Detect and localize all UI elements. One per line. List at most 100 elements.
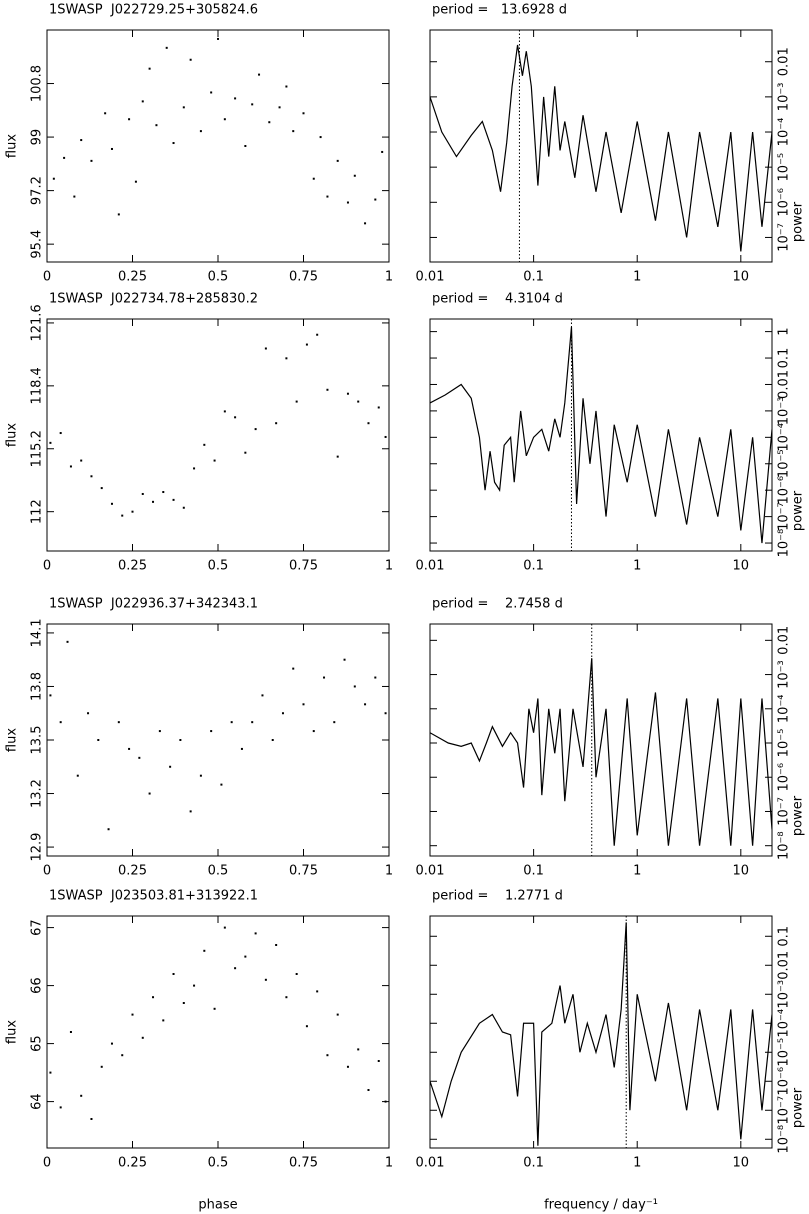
y-tick-label: 67 — [30, 919, 45, 936]
data-point — [244, 955, 247, 958]
data-point — [59, 721, 62, 724]
plot-area — [49, 640, 387, 831]
data-point — [131, 510, 134, 513]
data-point — [199, 130, 202, 133]
y-tick-label: 10⁻⁵ — [777, 449, 792, 478]
y-tick-label: 10⁻⁶ — [777, 1067, 792, 1096]
data-point — [223, 410, 226, 413]
x-tick-label: 0.75 — [289, 864, 318, 879]
data-point — [217, 37, 219, 40]
data-point — [148, 67, 151, 70]
y-tick-label: 65 — [30, 1035, 45, 1052]
data-point — [312, 177, 315, 180]
data-point — [234, 97, 237, 100]
data-point — [117, 213, 120, 216]
y-tick-label: 95.4 — [30, 230, 45, 259]
data-point — [52, 177, 55, 180]
data-point — [384, 1100, 387, 1103]
data-point — [357, 1048, 360, 1051]
y-tick-label: 100.8 — [30, 65, 45, 102]
periodogram-line — [430, 326, 772, 544]
y-tick-label: 0.1 — [777, 348, 792, 369]
y-tick-label: 10⁻⁴ — [777, 1009, 792, 1038]
data-point — [374, 676, 377, 679]
y-tick-label: 0.1 — [777, 926, 792, 947]
plot-area — [49, 333, 387, 517]
data-point — [305, 343, 308, 346]
x-tick-label: 1 — [633, 270, 641, 285]
x-tick-label: 0 — [43, 864, 51, 879]
y-tick-label: 64 — [30, 1093, 45, 1110]
y-tick-label: 10⁻⁷ — [777, 502, 792, 531]
data-point — [138, 756, 141, 759]
y-tick-label: 0.01 — [777, 951, 792, 980]
panel: 0.01 0.1 1 1010⁻⁸10⁻⁷10⁻⁶10⁻⁵10⁻⁴10⁻³0.010.… — [416, 318, 806, 574]
x-tick-label: 0.1 — [523, 864, 544, 879]
panel: 0 0.25 0.5 0.75 1 12.9 13.2 13.5 13.8 14.1 flux — [5, 618, 394, 878]
data-point — [59, 432, 62, 435]
data-point — [155, 124, 158, 127]
y-tick-label: 97.2 — [30, 176, 45, 205]
data-point — [234, 416, 237, 419]
y-tick-label: 10⁻³ — [777, 660, 792, 689]
data-point — [336, 1013, 339, 1016]
data-point — [107, 828, 110, 831]
y-tick-label: 99 — [30, 129, 45, 146]
data-point — [69, 465, 72, 468]
data-point — [285, 357, 288, 360]
data-point — [152, 996, 155, 999]
x-tick-label: 10 — [733, 270, 750, 285]
plot-frame — [46, 29, 390, 263]
data-point — [364, 222, 367, 225]
panel-title: period = 1.2771 d — [432, 889, 563, 904]
panel-title: 1SWASP J023503.81+313922.1 — [49, 889, 258, 904]
data-point — [100, 487, 103, 490]
data-point — [66, 640, 69, 643]
data-point — [193, 984, 196, 987]
data-point — [63, 156, 66, 159]
data-point — [336, 455, 339, 458]
data-point — [302, 703, 305, 706]
data-point — [210, 730, 213, 733]
data-point — [199, 774, 202, 777]
data-point — [141, 492, 144, 495]
data-point — [254, 932, 257, 935]
data-point — [90, 1118, 93, 1120]
x-tick-label: 0.01 — [416, 270, 445, 285]
y-tick-label: 0.01 — [777, 47, 792, 76]
data-point — [316, 990, 319, 993]
y-tick-label: 10⁻⁴ — [777, 423, 792, 452]
y-tick-label: 10⁻⁶ — [777, 188, 792, 217]
x-tick-label: 0.75 — [289, 559, 318, 574]
periodogram-line — [430, 922, 772, 1146]
panel-title: 1SWASP J022729.25+305824.6 — [49, 3, 258, 18]
data-point — [169, 765, 172, 768]
plot-area — [52, 37, 384, 225]
panel-title: 1SWASP J022734.78+285830.2 — [49, 292, 258, 307]
panel: 0.01 0.1 1 1010⁻⁸10⁻⁷10⁻⁶10⁻⁵10⁻⁴10⁻³0.010.… — [416, 915, 806, 1213]
data-point — [165, 46, 168, 49]
plot-frame — [46, 318, 390, 552]
data-point — [162, 491, 165, 494]
panel-title: period = 4.3104 d — [432, 292, 563, 307]
data-point — [244, 451, 247, 454]
x-tick-label: 0 — [43, 559, 51, 574]
data-point — [319, 136, 322, 139]
x-tick-label: 0.25 — [118, 270, 147, 285]
data-point — [271, 739, 274, 741]
y-tick-label: 10⁻³ — [777, 980, 792, 1009]
y-tick-label: 10⁻⁷ — [777, 1096, 792, 1125]
data-point — [230, 721, 233, 724]
data-point — [240, 747, 243, 750]
data-point — [172, 142, 175, 145]
data-point — [357, 400, 360, 403]
plot-frame — [429, 29, 773, 263]
y-tick-label: 115.2 — [30, 430, 45, 467]
data-point — [367, 1089, 370, 1091]
data-point — [110, 147, 113, 150]
x-axis-label: phase — [198, 1198, 237, 1213]
data-point — [326, 195, 329, 198]
data-point — [275, 944, 278, 946]
x-tick-label: 0.75 — [289, 270, 318, 285]
